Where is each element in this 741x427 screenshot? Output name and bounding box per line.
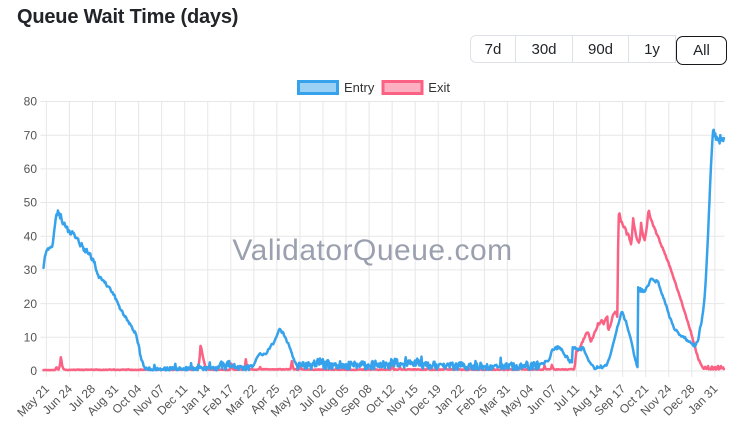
svg-text:Entry: Entry [344, 80, 375, 95]
svg-text:10: 10 [24, 331, 38, 345]
svg-text:0: 0 [30, 364, 37, 378]
svg-text:Exit: Exit [428, 80, 450, 95]
svg-text:40: 40 [24, 229, 38, 243]
svg-text:30: 30 [24, 263, 38, 277]
svg-text:70: 70 [24, 128, 38, 142]
svg-text:50: 50 [24, 196, 38, 210]
svg-text:ValidatorQueue.com: ValidatorQueue.com [232, 234, 512, 267]
svg-text:20: 20 [24, 297, 38, 311]
svg-text:80: 80 [24, 95, 38, 109]
svg-text:60: 60 [24, 162, 38, 176]
